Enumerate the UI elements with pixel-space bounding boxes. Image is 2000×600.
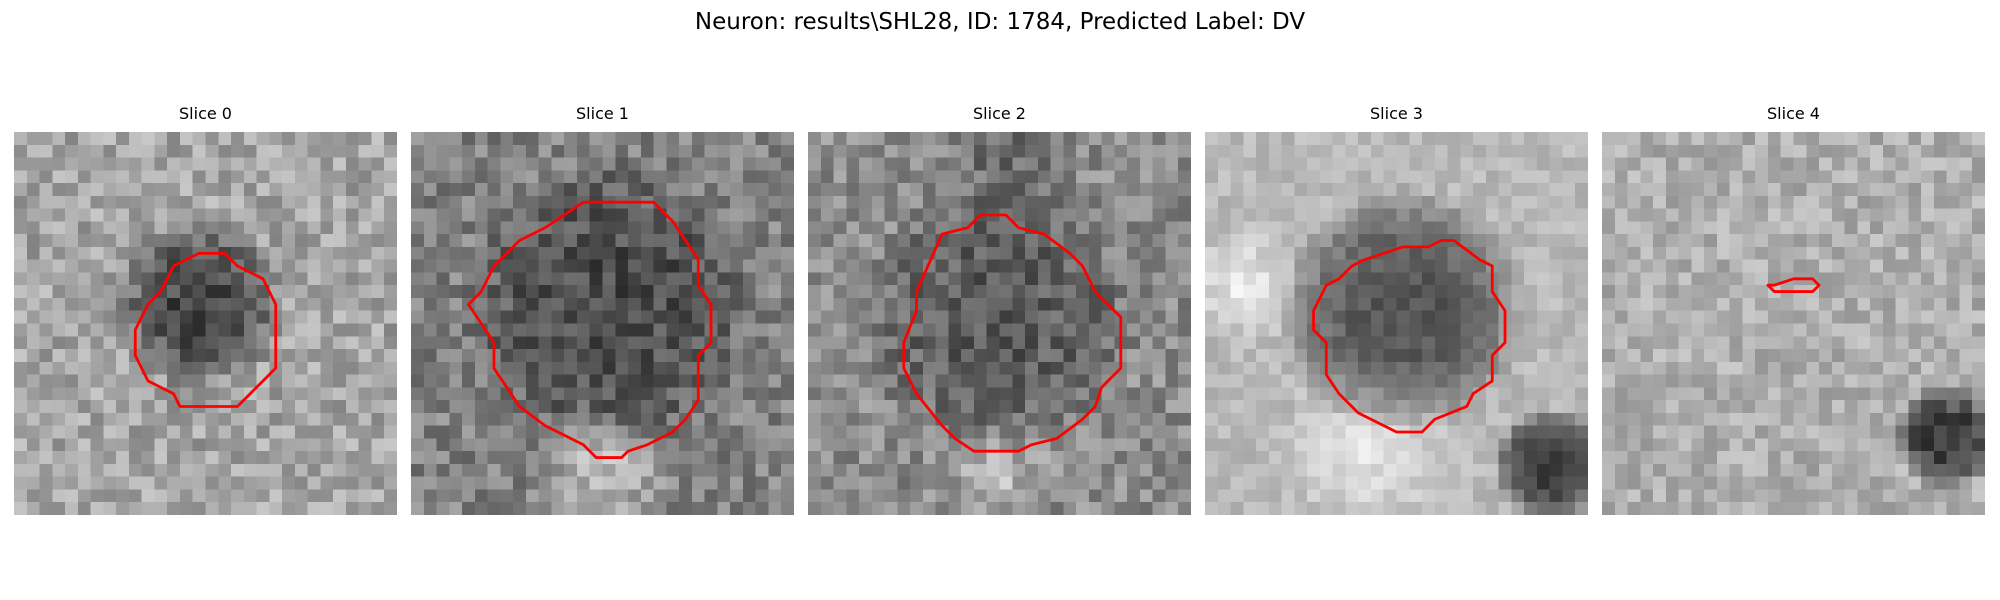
slice-title: Slice 1	[576, 104, 629, 123]
slice-image	[808, 132, 1191, 515]
slice-image	[411, 132, 794, 515]
slice-panel-0: Slice 0	[14, 104, 397, 515]
slice-panel-1: Slice 1	[411, 104, 794, 515]
slice-panel-2: Slice 2	[808, 104, 1191, 515]
slice-image	[1602, 132, 1985, 515]
slice-title: Slice 0	[179, 104, 232, 123]
slice-panel-4: Slice 4	[1602, 104, 1985, 515]
segmentation-contour	[1312, 239, 1507, 434]
slice-panel-3: Slice 3	[1205, 104, 1588, 515]
segmentation-contour	[133, 251, 278, 408]
slice-title: Slice 4	[1767, 104, 1820, 123]
slice-image	[14, 132, 397, 515]
segmentation-contour	[467, 200, 713, 459]
segmentation-contour	[1766, 277, 1821, 293]
slice-title: Slice 3	[1370, 104, 1423, 123]
slice-title: Slice 2	[973, 104, 1026, 123]
figure-title: Neuron: results\SHL28, ID: 1784, Predict…	[694, 9, 1306, 35]
segmentation-contour	[902, 213, 1123, 453]
slice-image	[1205, 132, 1588, 515]
